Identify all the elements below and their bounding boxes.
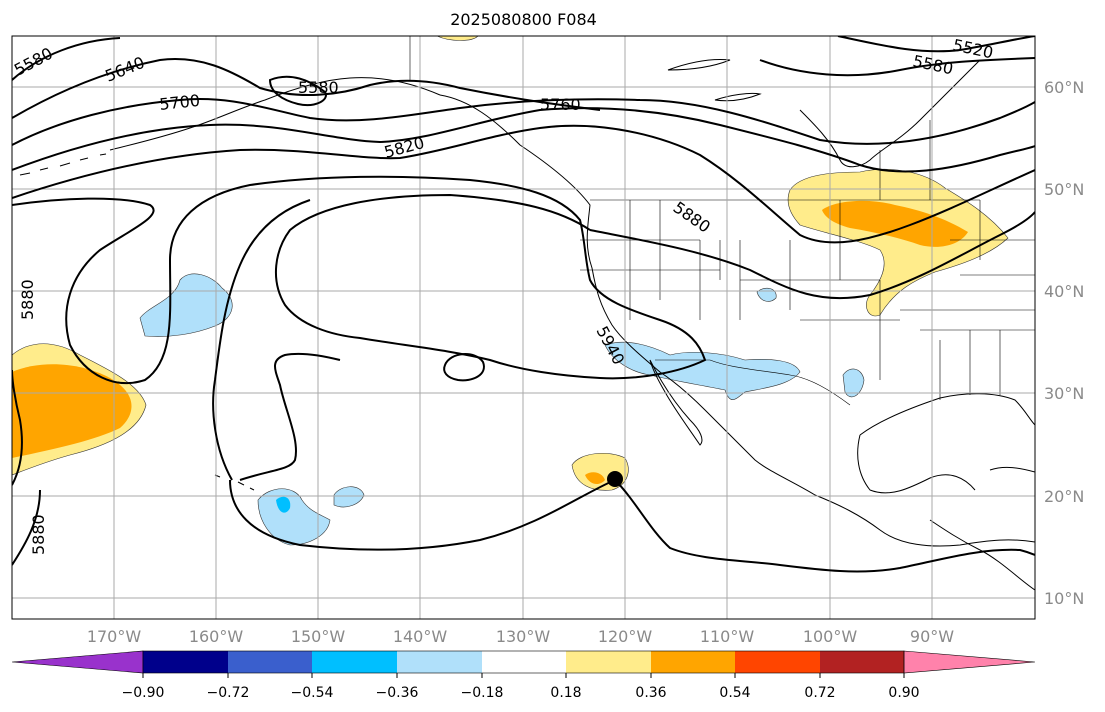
- contour-label: 5580: [298, 78, 339, 97]
- map-frame: [11, 35, 1036, 620]
- colorbar-extend-right: [903, 650, 1036, 674]
- colorbar-tick-label: −0.72: [207, 685, 250, 701]
- colorbar-segment: [143, 651, 228, 673]
- contour-5700: [12, 98, 1035, 146]
- colorbar-tick-label: −0.90: [122, 685, 165, 701]
- graticule: [12, 36, 1035, 619]
- contour-5580-east: [759, 57, 1035, 77]
- colorbar: −0.90 −0.72 −0.54 −0.36 −0.18 0.18 0.36 …: [11, 650, 1036, 701]
- lon-label: 130°W: [496, 627, 551, 646]
- contour-5640: [12, 58, 601, 119]
- colorbar-segment: [566, 651, 651, 673]
- contour-5820: [12, 124, 1035, 244]
- contour-label: 5880: [29, 514, 48, 555]
- cool-anomaly-baja: [604, 341, 801, 400]
- contour-5520: [837, 36, 1035, 53]
- anomaly-shading: [12, 36, 1009, 546]
- contour-label: 5880: [18, 279, 37, 320]
- lat-label: 30°N: [1044, 384, 1084, 403]
- colorbar-segment: [482, 651, 566, 673]
- contour-5880-main: [12, 175, 1035, 385]
- political-borders: [409, 36, 1035, 406]
- lon-label: 90°W: [910, 627, 954, 646]
- lon-label: 170°W: [87, 627, 142, 646]
- colorbar-segment: [735, 651, 820, 673]
- lon-label: 110°W: [700, 627, 755, 646]
- colorbar-tick-label: 0.54: [719, 685, 750, 701]
- lon-label: 100°W: [803, 627, 858, 646]
- colorbar-segment: [228, 651, 312, 673]
- lon-label: 140°W: [393, 627, 448, 646]
- colorbar-tick-label: 0.18: [550, 685, 581, 701]
- lon-label: 160°W: [189, 627, 244, 646]
- height-contours: [12, 36, 1035, 573]
- lon-label: 120°W: [598, 627, 653, 646]
- coastline-alaska: [109, 77, 441, 151]
- lon-label: 150°W: [291, 627, 346, 646]
- coastline-baja: [649, 359, 703, 446]
- contour-5880-south: [229, 352, 1035, 573]
- contour-5760: [12, 107, 1035, 173]
- contour-5880-hawaii: [12, 369, 23, 486]
- lat-label: 40°N: [1044, 282, 1084, 301]
- colorbar-segment: [312, 651, 397, 673]
- colorbar-tick-label: −0.36: [376, 685, 419, 701]
- lat-label: 50°N: [1044, 180, 1084, 199]
- longitude-axis: 170°W 160°W 150°W 140°W 130°W 120°W 110°…: [87, 627, 954, 646]
- warm-anomaly-west-core: [12, 364, 132, 458]
- latitude-axis: 60°N 50°N 40°N 30°N 20°N 10°N: [1044, 78, 1084, 608]
- colorbar-segment: [397, 651, 482, 673]
- lat-label: 10°N: [1044, 589, 1084, 608]
- colorbar-tick-label: −0.18: [461, 685, 504, 701]
- storm-center-marker: [607, 471, 623, 487]
- cool-anomaly-hawaii-core: [276, 496, 291, 513]
- lat-label: 20°N: [1044, 487, 1084, 506]
- contour-label-group: 5580 5640 5700 5580 5760 5820 5880 5940 …: [12, 36, 995, 555]
- contour-5940-circle: [443, 353, 485, 382]
- colorbar-tick-label: −0.54: [291, 685, 334, 701]
- contour-5580-northwest: [12, 37, 121, 81]
- colorbar-tick-label: 0.72: [804, 685, 835, 701]
- coastline-gulf: [857, 393, 1035, 494]
- contour-5940-outer: [212, 199, 311, 481]
- colorbar-tick-label: 0.90: [888, 685, 919, 701]
- colorbar-segment: [820, 651, 904, 673]
- colorbar-segment: [651, 651, 735, 673]
- contour-label: 5700: [158, 91, 200, 114]
- colorbar-extend-left: [11, 650, 144, 674]
- contour-label: 5760: [540, 95, 581, 114]
- cool-anomaly-pacific: [139, 273, 233, 337]
- lat-label: 60°N: [1044, 78, 1084, 97]
- colorbar-tick-label: 0.36: [635, 685, 666, 701]
- map-title: 2025080800 F084: [450, 10, 597, 29]
- contour-5880-sw: [12, 489, 41, 566]
